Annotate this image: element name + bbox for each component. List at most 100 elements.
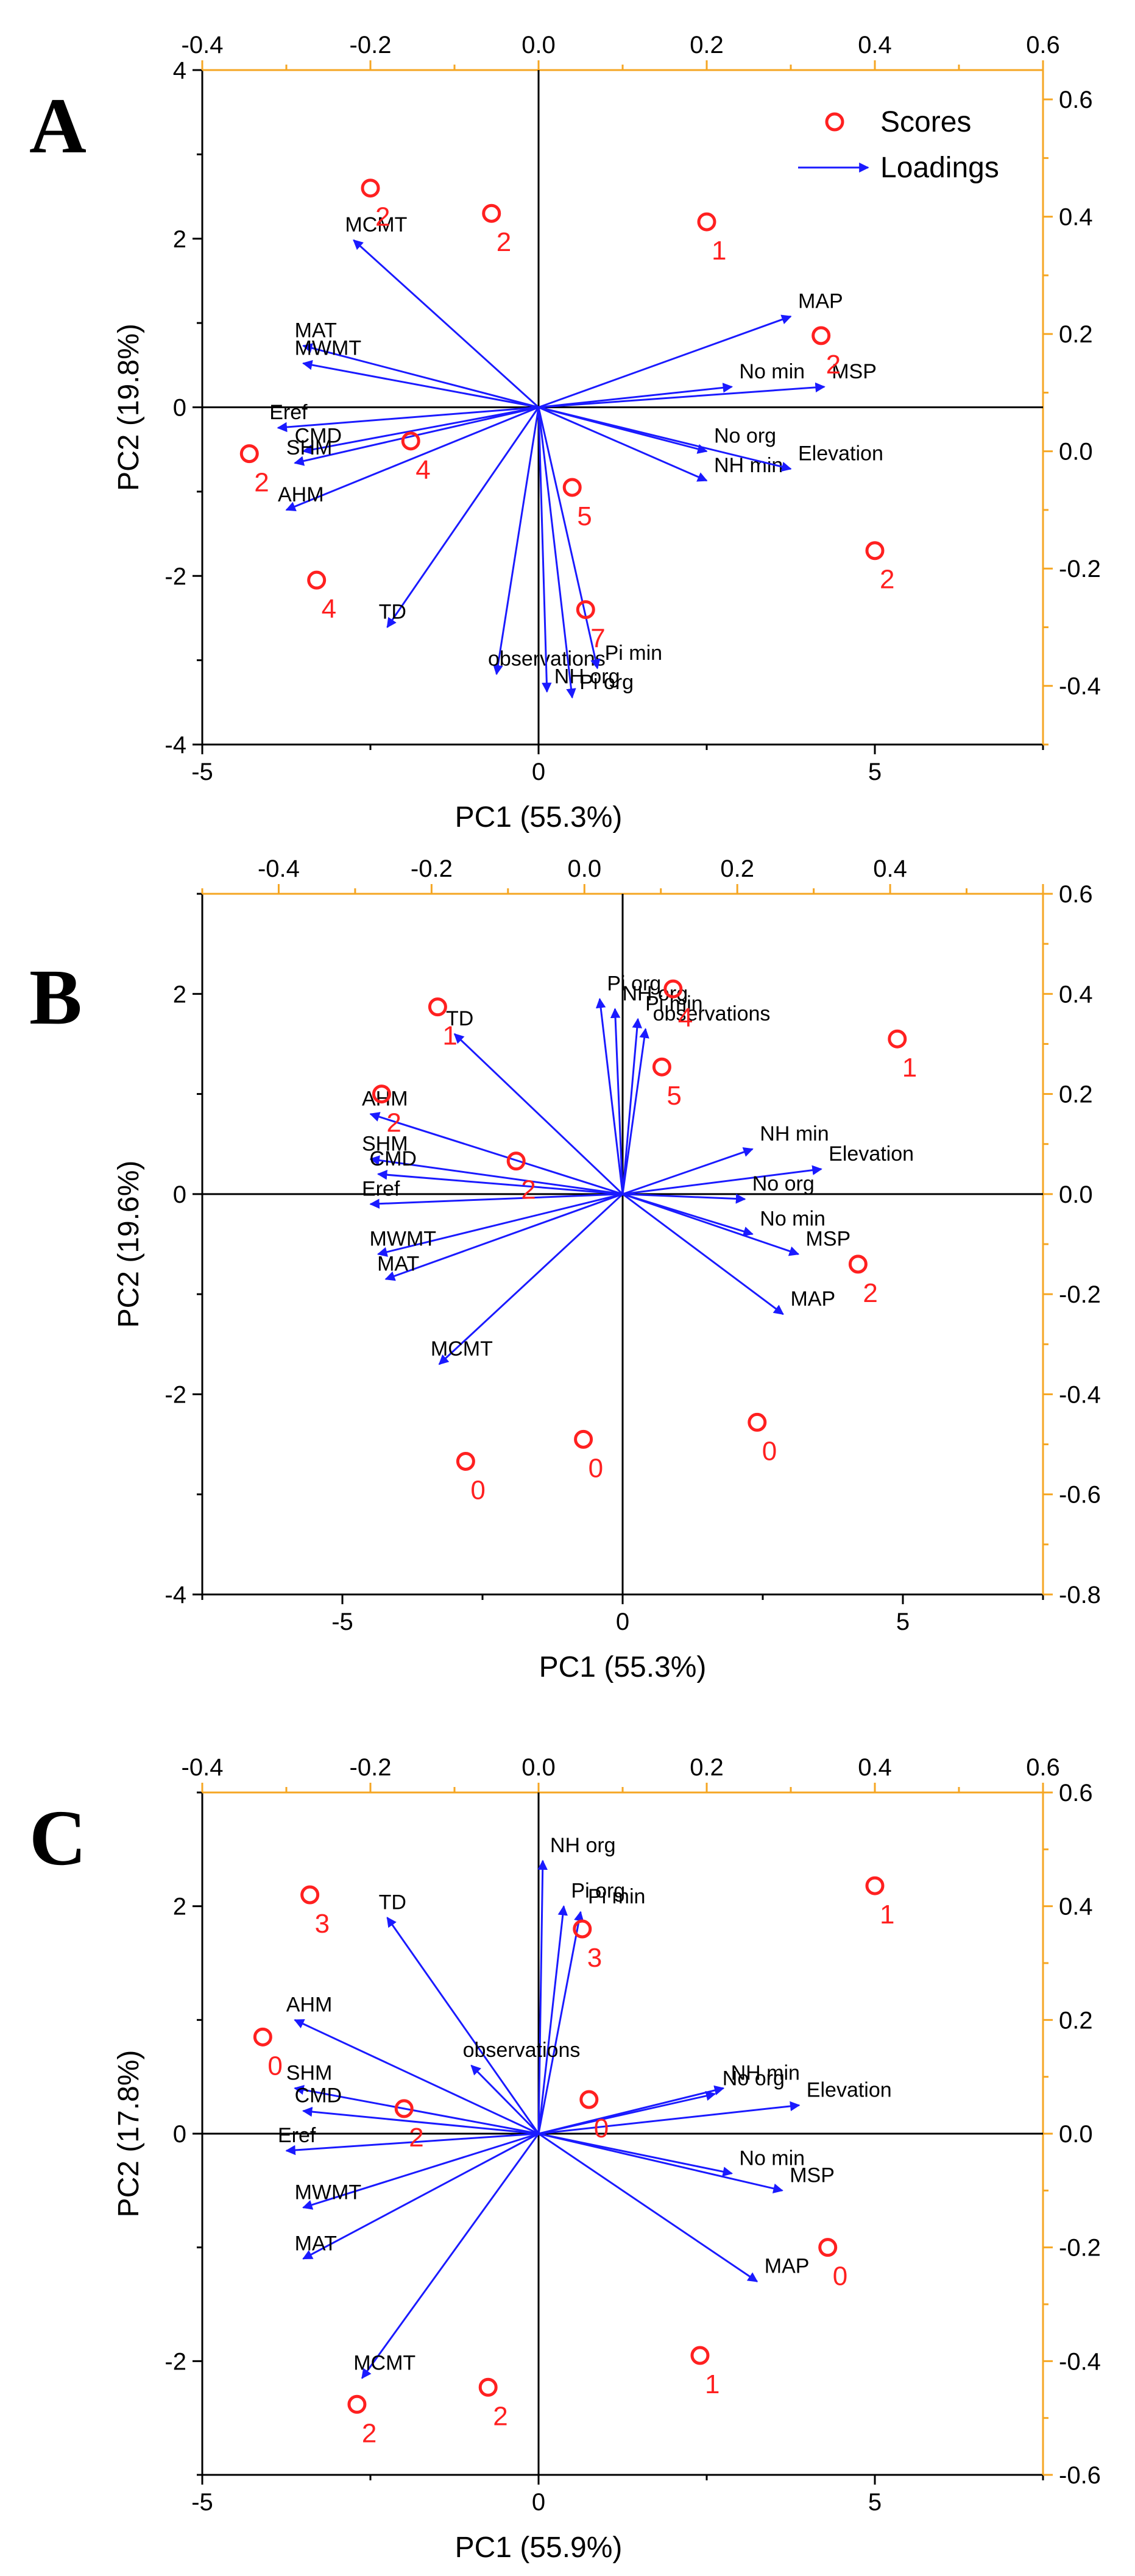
- score-label: 2: [493, 2401, 507, 2431]
- score-label: 0: [470, 1476, 485, 1506]
- score-point: [456, 1452, 475, 1471]
- y-tick-label: 2: [173, 1894, 186, 1920]
- score-label: 7: [590, 624, 605, 654]
- loading-arrow-map: [538, 314, 792, 408]
- loading-label-mwmt: MWMT: [295, 2181, 362, 2204]
- score-label: 1: [880, 1900, 894, 1930]
- y-tick-label: -4: [164, 732, 186, 759]
- loading-arrow-mwmt: [302, 359, 539, 408]
- score-label: 5: [577, 501, 592, 531]
- score-point: [506, 1152, 526, 1171]
- score-label: 4: [415, 455, 430, 485]
- loading-label-nh-min: NH min: [731, 2061, 800, 2084]
- loading-label-elevation: Elevation: [829, 1142, 914, 1166]
- score-point: [818, 2238, 838, 2257]
- loading-label-eref: Eref: [362, 1177, 400, 1200]
- loading-arrow-mat: [384, 1193, 623, 1281]
- loading-arrow-eref: [277, 406, 539, 433]
- loading-arrow-observations: [470, 2064, 540, 2135]
- loading-arrow-ahm: [294, 2019, 539, 2135]
- top-tick-label: 0.6: [1026, 1754, 1060, 1781]
- loading-label-pi-org: Pi org: [571, 1880, 625, 1903]
- loading-arrow-td: [386, 1916, 540, 2134]
- score-point: [865, 1876, 885, 1895]
- top-tick-label: -0.4: [182, 1754, 224, 1781]
- loading-arrow-nh-min: [538, 406, 708, 482]
- y-tick-label: -4: [164, 1582, 186, 1608]
- loading-label-nh-min: NH min: [760, 1122, 829, 1145]
- loading-label-map: MAP: [765, 2255, 810, 2278]
- right-tick-label: 0.0: [1059, 2121, 1093, 2148]
- score-label: 3: [315, 1909, 330, 1939]
- score-label: 0: [594, 2114, 609, 2143]
- loading-arrow-observations: [621, 1028, 649, 1195]
- x-tick-label: 0: [532, 2489, 545, 2516]
- loading-arrow-nh-min: [622, 1147, 754, 1195]
- loading-label-td: TD: [379, 600, 406, 623]
- score-point: [253, 2027, 272, 2047]
- loading-label-mwmt: MWMT: [370, 1227, 437, 1250]
- top-tick-label: 0.4: [858, 32, 892, 58]
- loading-arrow-map: [538, 2132, 758, 2282]
- top-tick-label: -0.2: [350, 1754, 392, 1781]
- right-tick-label: -0.4: [1059, 1381, 1101, 1408]
- score-point: [300, 1885, 320, 1905]
- loading-label-td: TD: [379, 1891, 406, 1914]
- score-point: [865, 541, 885, 561]
- score-point: [573, 1919, 592, 1939]
- loading-label-mat: MAT: [295, 319, 337, 342]
- score-point: [347, 2394, 367, 2414]
- score-point: [562, 478, 582, 497]
- y-tick-label: 0: [173, 395, 186, 422]
- x-tick-label: -5: [331, 1608, 353, 1635]
- score-label: 4: [322, 594, 336, 624]
- right-tick-label: 0.6: [1059, 1780, 1093, 1806]
- loading-arrow-elevation: [622, 1165, 822, 1195]
- score-point: [811, 326, 831, 345]
- loading-arrow-shm: [294, 2084, 539, 2135]
- loading-arrow-ahm: [369, 1112, 623, 1195]
- score-label: 0: [267, 2051, 282, 2081]
- loading-arrow-pi-min: [621, 1017, 643, 1194]
- loading-arrow-no-min: [538, 383, 734, 408]
- y-tick-label: 2: [173, 226, 186, 253]
- score-label: 2: [497, 227, 511, 257]
- panel-letter: C: [29, 1794, 87, 1882]
- loading-label-mcmt: MCMT: [353, 2351, 415, 2374]
- loading-label-no-min: No min: [739, 2146, 805, 2170]
- loading-label-td: TD: [446, 1007, 473, 1030]
- score-point: [482, 203, 501, 223]
- y-tick-label: 0: [173, 1181, 186, 1208]
- loading-arrow-no-org: [622, 1193, 746, 1204]
- y-tick-label: -2: [164, 1381, 186, 1408]
- y-axis-title: PC2 (19.8%): [113, 324, 145, 491]
- right-tick-label: -0.4: [1059, 673, 1101, 700]
- loading-label-ahm: AHM: [278, 483, 324, 506]
- score-label: 2: [386, 1108, 401, 1138]
- y-tick-label: -2: [164, 2348, 186, 2375]
- right-tick-label: 0.6: [1059, 87, 1093, 113]
- loading-label-pi-org: Pi org: [607, 972, 661, 996]
- loading-arrow-td: [453, 1033, 624, 1195]
- score-label: 1: [712, 236, 726, 266]
- top-tick-label: 0.4: [858, 1754, 892, 1781]
- score-point: [748, 1412, 767, 1432]
- panel-c: C -5 0 5 -2 0 2 -0.4 -0.2 0.0 0.2 0.4 0.6 -0.6 -0.4 -0.…: [29, 1754, 1101, 2564]
- score-point: [663, 979, 683, 999]
- panel-letter: A: [29, 82, 87, 170]
- loading-label-elevation: Elevation: [798, 442, 883, 465]
- legend-scores-marker: [825, 112, 844, 132]
- loading-label-mwmt: MWMT: [295, 336, 362, 359]
- loading-arrow-eref: [369, 1193, 623, 1209]
- score-point: [888, 1029, 907, 1049]
- loading-label-shm: SHM: [286, 2061, 333, 2084]
- x-axis-title: PC1 (55.3%): [539, 1651, 707, 1683]
- x-tick-label: 0: [616, 1608, 629, 1635]
- score-point: [372, 1085, 391, 1104]
- panel-b: B -5 0 5 -4 -2 0 2 -0.4 -0.2 0.0 0.2 0.4 -0.8 -0.6 -0.4…: [29, 855, 1101, 1683]
- score-label: 1: [705, 2369, 720, 2399]
- right-tick-label: 0.2: [1059, 1081, 1093, 1108]
- loading-arrow-mat: [302, 2132, 539, 2260]
